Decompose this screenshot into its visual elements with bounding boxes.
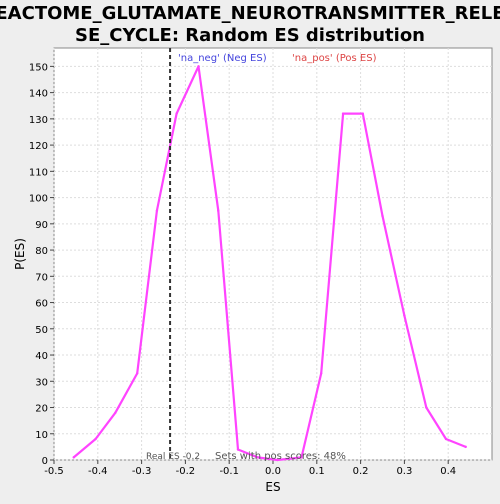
pos-es-legend-label: 'na_pos' (Pos ES) — [292, 53, 377, 64]
data-point — [136, 372, 139, 375]
data-point — [425, 406, 428, 409]
real-es-label: Real ES -0.2 — [146, 452, 200, 462]
y-tick-label: 0 — [42, 456, 48, 467]
y-tick-label: 30 — [35, 377, 48, 388]
data-point — [155, 209, 159, 212]
y-tick-label: 120 — [29, 141, 48, 152]
y-tick-label: 60 — [35, 299, 48, 310]
axis-ticks: 0 10 20 30 40 50 60 70 80 90 100 110 120 130 140 150 -0.… — [29, 62, 456, 477]
grid-lines — [53, 48, 492, 461]
data-point — [175, 112, 178, 115]
x-tick-label: -0.5 — [44, 466, 64, 477]
x-tick-label: 0.0 — [265, 466, 281, 477]
es-distribution-line — [72, 65, 467, 462]
pos-scores-label: Sets with pos scores: 48% — [215, 451, 346, 462]
x-tick-label: -0.3 — [132, 466, 152, 477]
y-tick-label: 40 — [35, 351, 48, 362]
y-tick-label: 100 — [29, 194, 48, 205]
data-point — [300, 456, 303, 459]
y-tick-label: 50 — [35, 325, 48, 336]
data-point — [94, 437, 97, 441]
y-tick-label: 70 — [35, 272, 48, 283]
data-point — [197, 65, 200, 68]
y-axis-label: P(ES) — [13, 238, 27, 270]
y-tick-label: 130 — [29, 115, 48, 126]
y-tick-label: 140 — [29, 89, 48, 100]
data-point — [72, 456, 75, 459]
x-tick-label: 0.4 — [440, 466, 456, 477]
data-point — [217, 209, 220, 212]
data-point — [276, 458, 279, 462]
data-point — [361, 112, 364, 115]
chart-title-line-2: SE_CYCLE: Random ES distribution — [75, 25, 425, 46]
x-tick-label: 0.3 — [396, 466, 412, 477]
y-tick-label: 110 — [29, 167, 48, 178]
y-tick-label: 10 — [35, 430, 48, 441]
data-point — [444, 437, 448, 441]
x-tick-label: -0.4 — [88, 466, 108, 477]
data-point — [319, 372, 323, 375]
data-point — [403, 314, 406, 317]
y-tick-label: 150 — [29, 62, 48, 73]
data-point — [256, 456, 259, 459]
data-point — [464, 445, 467, 449]
data-point — [114, 411, 117, 414]
x-tick-label: -0.1 — [219, 466, 239, 477]
x-tick-label: 0.1 — [309, 466, 325, 477]
data-point — [381, 214, 384, 218]
y-tick-label: 90 — [35, 220, 48, 231]
data-point — [236, 448, 240, 451]
y-tick-label: 20 — [35, 404, 48, 415]
real-es-layer: Real ES -0.2 — [146, 48, 200, 462]
data-point — [341, 112, 345, 115]
y-tick-label: 80 — [35, 246, 48, 257]
neg-es-legend-label: 'na_neg' (Neg ES) — [178, 53, 267, 64]
series-layer — [72, 65, 467, 462]
x-axis-label: ES — [265, 480, 280, 494]
chart-title-line-1: REACTOME_GLUTAMATE_NEUROTRANSMITTER_RELE… — [0, 3, 500, 24]
x-tick-label: -0.2 — [176, 466, 196, 477]
x-tick-label: 0.2 — [353, 466, 369, 477]
